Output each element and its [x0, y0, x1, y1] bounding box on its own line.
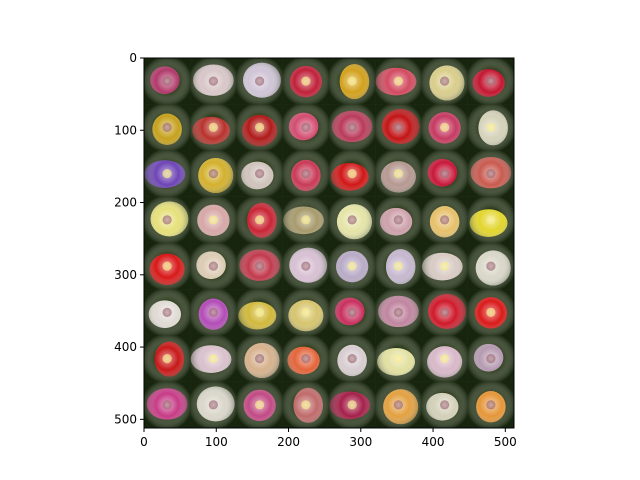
- x-axis: 0 100 200 300 400 500: [140, 428, 517, 449]
- y-tick-label: 200: [114, 196, 137, 210]
- image-tile: [190, 243, 237, 290]
- image-tile: [282, 58, 330, 105]
- image-tile: [421, 196, 469, 244]
- image-tile: [329, 289, 376, 336]
- image-tile: [329, 381, 376, 429]
- image-tile: [282, 289, 330, 336]
- image-tile: [144, 243, 191, 290]
- image-tile: [236, 289, 284, 336]
- y-tick-label: 300: [114, 268, 137, 282]
- image-tile: [421, 289, 469, 336]
- image-tile: [144, 381, 191, 429]
- image-tile: [467, 58, 515, 105]
- image-tile: [329, 58, 376, 105]
- image-tile: [190, 289, 237, 336]
- image-tile: [421, 335, 469, 383]
- y-tick-label: 100: [114, 123, 137, 137]
- image-tile: [421, 150, 469, 198]
- image-tile: [190, 104, 237, 151]
- image-tile: [144, 196, 191, 244]
- image-tile: [190, 196, 237, 244]
- image-tile: [282, 104, 330, 151]
- axes-frame: [143, 57, 515, 429]
- image-tile: [375, 335, 422, 383]
- image-tile: [421, 104, 469, 151]
- image-tile: [236, 58, 284, 105]
- image-tile: [421, 381, 469, 429]
- x-tick-label: 100: [205, 435, 228, 449]
- image-tile: [282, 243, 330, 290]
- y-tick-label: 500: [114, 412, 137, 426]
- y-tick-label: 400: [114, 340, 137, 354]
- image-tile: [375, 243, 422, 290]
- image-tile: [421, 243, 469, 290]
- image-tile: [282, 196, 330, 244]
- image-tile: [190, 335, 237, 383]
- image-tile: [467, 196, 515, 244]
- image-tile: [282, 381, 330, 429]
- flower-image-grid: [144, 58, 515, 429]
- x-tick-label: 200: [277, 435, 300, 449]
- image-tile: [375, 104, 422, 151]
- image-tile: [190, 58, 237, 105]
- x-tick-label: 0: [140, 435, 148, 449]
- image-tile: [467, 104, 515, 151]
- image-tile: [236, 381, 284, 429]
- image-tile: [282, 335, 330, 383]
- image-tile: [467, 381, 515, 429]
- image-tile: [375, 150, 422, 198]
- image-tile: [375, 289, 422, 336]
- x-tick-label: 500: [494, 435, 517, 449]
- image-tile: [467, 243, 515, 290]
- y-tick-label: 0: [129, 51, 137, 65]
- image-tile: [236, 104, 284, 151]
- image-tile: [190, 381, 237, 429]
- x-tick-label: 300: [349, 435, 372, 449]
- image-tile: [467, 335, 515, 383]
- image-tile: [144, 104, 191, 151]
- image-tile: [282, 150, 330, 198]
- image-tile: [329, 196, 376, 244]
- image-tile: [467, 150, 515, 198]
- image-tile: [144, 289, 191, 336]
- image-tile: [467, 289, 515, 336]
- image-tile: [144, 335, 191, 383]
- image-tile: [236, 196, 284, 244]
- image-tile: [375, 381, 422, 429]
- y-axis: 0 100 200 300 400 500: [114, 51, 144, 426]
- image-tile: [190, 150, 237, 198]
- image-tile: [421, 58, 469, 105]
- image-tile: [236, 335, 284, 383]
- image-tile: [236, 150, 284, 198]
- image-tile: [329, 243, 376, 290]
- image-tile: [329, 104, 376, 151]
- image-tile: [236, 243, 284, 290]
- image-tile: [375, 58, 422, 105]
- image-tile: [329, 150, 376, 198]
- image-tile: [329, 335, 376, 383]
- x-tick-label: 400: [422, 435, 445, 449]
- image-tile: [144, 58, 191, 105]
- image-tile: [144, 150, 191, 198]
- image-tile: [375, 196, 422, 244]
